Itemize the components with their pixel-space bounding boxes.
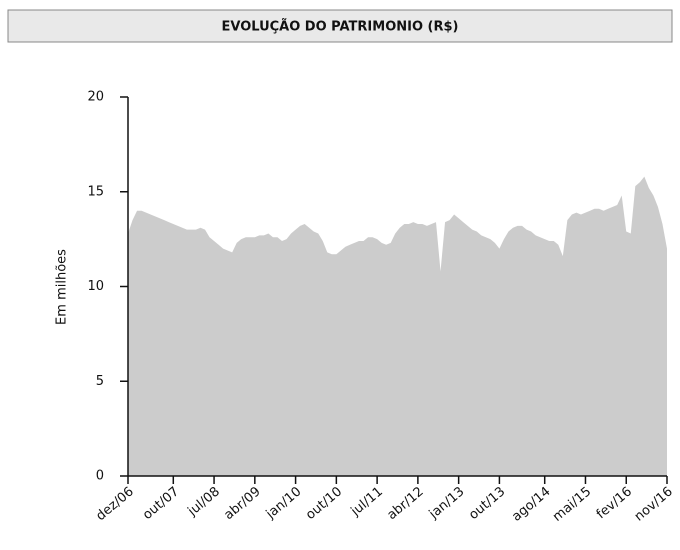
chart-title: EVOLUÇÃO DO PATRIMONIO (R$) bbox=[221, 19, 458, 35]
x-tick-label: out/13 bbox=[466, 484, 508, 523]
title-bar bbox=[7, 9, 673, 43]
x-tick-label: out/07 bbox=[140, 484, 182, 523]
x-tick-label: ago/14 bbox=[509, 484, 553, 524]
x-tick-label: jan/13 bbox=[426, 484, 468, 522]
x-tick-label: mai/15 bbox=[550, 484, 594, 525]
x-tick-label: dez/06 bbox=[93, 484, 136, 524]
x-tick-label: jul/11 bbox=[348, 484, 386, 520]
x-tick-label: fev/16 bbox=[594, 484, 635, 522]
y-axis-label: Em milhões bbox=[55, 249, 70, 325]
y-tick-label: 5 bbox=[96, 374, 104, 389]
x-tick-label: jan/10 bbox=[263, 484, 305, 522]
y-tick-label: 15 bbox=[87, 184, 104, 199]
x-tick-label: nov/16 bbox=[632, 484, 676, 524]
y-tick-label: 10 bbox=[87, 279, 104, 294]
area bbox=[128, 176, 667, 476]
x-tick-label: out/10 bbox=[303, 484, 345, 523]
x-tick-label: abr/09 bbox=[221, 484, 263, 523]
x-tick-label: jul/08 bbox=[185, 484, 223, 520]
y-tick-label: 0 bbox=[96, 469, 104, 484]
x-tick-label: abr/12 bbox=[385, 484, 427, 523]
y-tick-label: 20 bbox=[87, 90, 104, 105]
